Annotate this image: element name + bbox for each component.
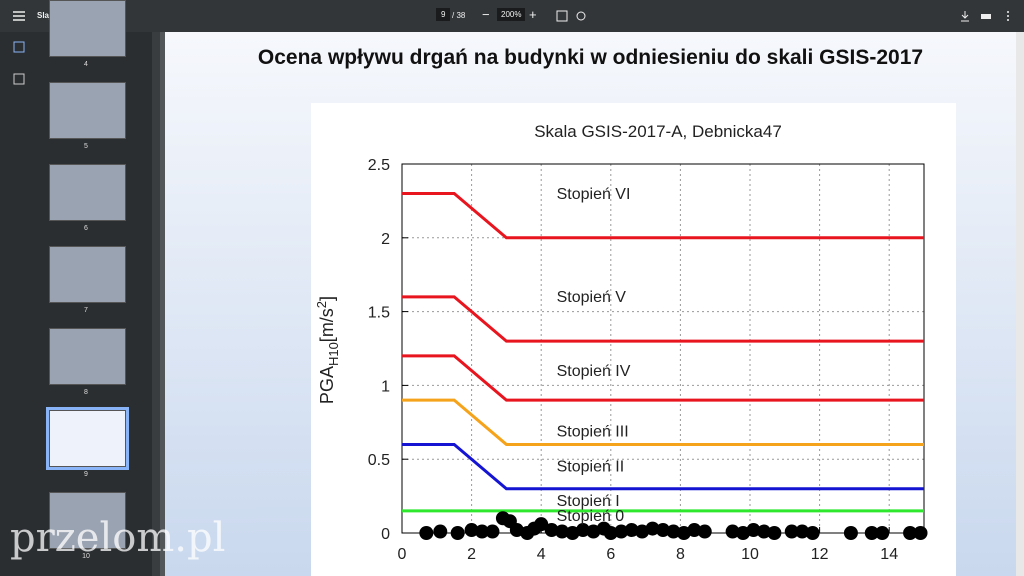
series-line <box>402 192 924 240</box>
data-point <box>746 523 761 538</box>
data-point <box>485 524 500 539</box>
zoom-in[interactable]: + <box>529 7 537 22</box>
slide-title: Ocena wpływu drgań na budynki w odniesie… <box>257 46 924 69</box>
outline-tab[interactable] <box>13 73 25 85</box>
data-point <box>875 526 890 540</box>
data-point <box>864 526 879 540</box>
data-point <box>544 523 559 538</box>
page-thumbnail[interactable] <box>49 82 126 139</box>
series-line <box>402 354 924 402</box>
series-label: Stopień IV <box>557 363 631 380</box>
data-point <box>475 524 490 539</box>
print-button[interactable] <box>980 10 992 22</box>
data-point <box>913 526 928 540</box>
data-point <box>555 524 570 539</box>
data-point <box>805 526 820 540</box>
y-label-sup: 2 <box>314 301 329 308</box>
data-point <box>603 526 618 540</box>
x-tick-label: 4 <box>537 546 546 563</box>
data-point <box>903 526 918 540</box>
rotate-button[interactable] <box>575 10 587 22</box>
series-line <box>402 398 924 446</box>
data-point <box>784 524 799 539</box>
y-axis-label: PGAH10[m/s2] <box>314 296 341 404</box>
x-tick-label: 6 <box>606 546 615 563</box>
data-point <box>687 523 702 538</box>
y-tick-label: 0.5 <box>368 452 390 469</box>
series-line <box>402 442 924 491</box>
data-point <box>450 526 465 540</box>
data-point <box>656 523 670 538</box>
data-point <box>666 524 681 539</box>
chart: Skala GSIS-2017-A, Debnicka47 PGAH10[m/s… <box>311 103 956 576</box>
page-input[interactable]: 9 <box>436 8 451 21</box>
data-point <box>697 524 712 539</box>
series-label: Stopień II <box>557 459 625 476</box>
data-point <box>725 524 740 539</box>
y-label-sub: H10 <box>326 342 341 366</box>
data-point <box>433 524 448 539</box>
x-tick-label: 2 <box>467 546 476 563</box>
data-point <box>843 526 858 540</box>
scrollbar[interactable] <box>1016 32 1024 576</box>
series-label: Stopień V <box>557 289 627 306</box>
thumbnail-label: 7 <box>84 307 88 314</box>
series-line <box>402 295 924 343</box>
data-point <box>464 523 479 538</box>
toolbar: Slajd 1 9 / 38 − 200% + <box>0 0 1024 32</box>
chart-title: Skala GSIS-2017-A, Debnicka47 <box>534 122 782 141</box>
page-total: / 38 <box>452 11 466 20</box>
data-point <box>756 524 771 539</box>
page-thumbnail[interactable] <box>49 0 126 57</box>
thumbnail-label: 10 <box>82 553 90 560</box>
x-tick-label: 10 <box>741 546 759 563</box>
watermark: przelom.pl <box>10 515 226 561</box>
data-point <box>624 523 639 538</box>
series-label: Stopień 0 <box>557 508 625 525</box>
page-thumbnail[interactable] <box>49 164 126 221</box>
fit-button[interactable] <box>556 10 568 22</box>
page-thumbnail[interactable] <box>46 407 129 470</box>
y-tick-label: 2 <box>381 231 390 248</box>
page-thumbnail[interactable] <box>49 246 126 303</box>
zoom-out[interactable]: − <box>482 7 490 22</box>
thumbnail-label: 6 <box>84 225 88 232</box>
series-label: Stopień I <box>557 493 620 510</box>
menu-button[interactable] <box>12 10 26 22</box>
y-tick-label: 1 <box>381 378 390 395</box>
data-point <box>575 523 590 538</box>
x-tick-label: 8 <box>676 546 685 563</box>
zoom-input[interactable]: 200% <box>497 8 526 21</box>
x-tick-label: 0 <box>398 546 407 563</box>
y-tick-label: 1.5 <box>368 305 390 322</box>
more-button[interactable] <box>1005 10 1011 22</box>
y-label-unit: [m/s <box>317 308 337 342</box>
page-thumbnail[interactable] <box>49 492 126 549</box>
x-tick-label: 14 <box>880 546 898 563</box>
data-point <box>795 524 810 539</box>
sidebar-scrollbar[interactable] <box>152 32 160 576</box>
chart-background <box>311 103 956 576</box>
thumbnail-label: 4 <box>84 61 88 68</box>
data-point <box>767 526 782 540</box>
sidebar: 4 5 6 7 8 9 10 <box>0 0 152 576</box>
series-label: Stopień III <box>557 423 629 440</box>
x-tick-label: 12 <box>811 546 829 563</box>
thumbnail-label: 9 <box>84 471 88 478</box>
y-tick-label: 2.5 <box>368 157 390 174</box>
data-point <box>645 521 660 536</box>
download-button[interactable] <box>959 10 971 22</box>
y-label-close: ] <box>317 296 337 301</box>
data-point <box>419 526 434 540</box>
thumbnail-label: 5 <box>84 143 88 150</box>
y-label-main: PGA <box>317 366 337 404</box>
page-thumbnail[interactable] <box>49 328 126 385</box>
data-point <box>534 517 549 532</box>
y-tick-label: 0 <box>381 526 390 543</box>
data-point <box>614 524 629 539</box>
thumbnail-label: 8 <box>84 389 88 396</box>
thumbnails-tab[interactable] <box>13 41 25 53</box>
series-label: Stopień VI <box>557 186 631 203</box>
